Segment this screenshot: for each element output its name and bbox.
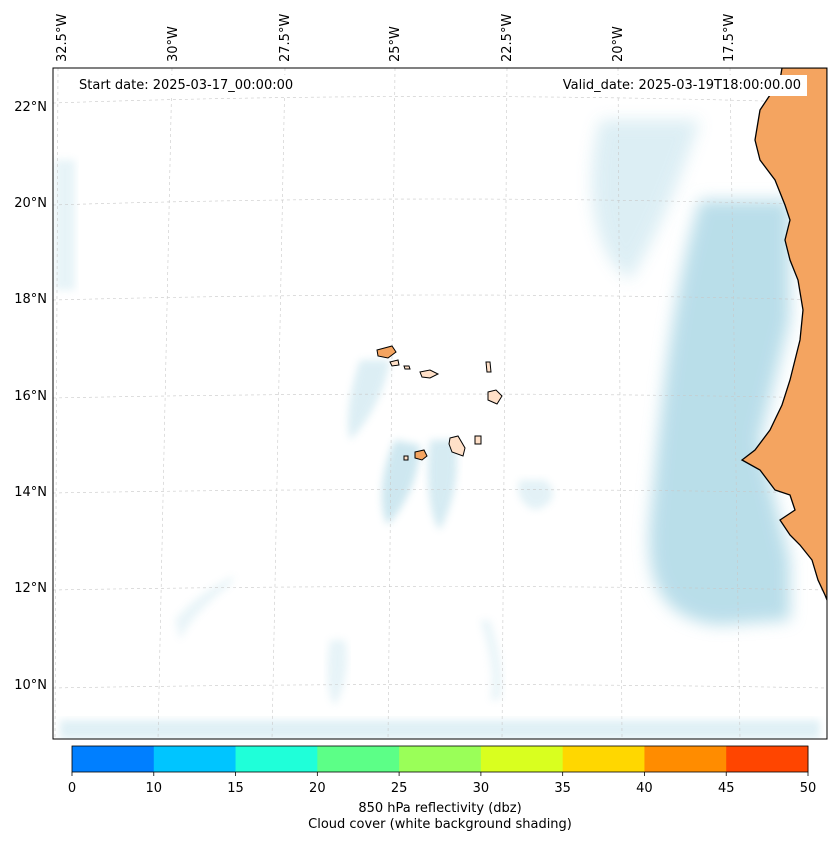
colorbar-segment xyxy=(562,746,645,772)
island-fogo xyxy=(414,449,428,461)
map-area xyxy=(53,68,827,739)
colorbar-frame xyxy=(71,745,809,773)
colorbar-segment xyxy=(726,746,809,772)
lat-label: 20°N xyxy=(14,196,47,211)
colorbar-segment xyxy=(72,746,155,772)
colorbar-segment xyxy=(399,746,482,772)
cloud-cover-shading xyxy=(55,120,820,739)
colorbar-segment xyxy=(317,746,400,772)
cape-verde-islands xyxy=(376,345,503,461)
africa-land xyxy=(740,68,827,601)
colorbar-tick-label: 35 xyxy=(554,781,571,796)
lat-label: 10°N xyxy=(14,678,47,693)
colorbar-tick-label: 20 xyxy=(309,781,326,796)
start-date-label: Start date: 2025-03-17_00:00:00 xyxy=(73,75,300,96)
map-gridlines xyxy=(53,68,827,739)
lat-label: 14°N xyxy=(14,485,47,500)
colorbar-title: 850 hPa reflectivity (dbz) xyxy=(358,801,522,816)
colorbar-segment xyxy=(235,746,318,772)
island-maio xyxy=(474,435,482,445)
colorbar-subtitle: Cloud cover (white background shading) xyxy=(308,817,572,832)
colorbar-tick-label: 25 xyxy=(391,781,408,796)
reflectivity-colorbar: 0 10 15 20 25 30 35 40 45 50 xyxy=(68,745,817,796)
lon-label: 22.5°W xyxy=(500,14,515,62)
island-brava xyxy=(403,455,409,461)
latitude-labels: 22°N 20°N 18°N 16°N 14°N 12°N 10°N xyxy=(14,100,47,693)
colorbar-tick-label: 50 xyxy=(800,781,817,796)
colorbar-tick-label: 0 xyxy=(68,781,76,796)
island-boa-vista xyxy=(487,389,503,405)
map-frame xyxy=(52,67,828,740)
lon-label: 30°W xyxy=(166,26,181,62)
lat-label: 18°N xyxy=(14,292,47,307)
lon-label: 32.5°W xyxy=(55,14,70,62)
colorbar-segment xyxy=(644,746,727,772)
lat-label: 22°N xyxy=(14,100,47,115)
colorbar-segment xyxy=(153,746,237,772)
island-sao-vicente xyxy=(389,359,400,367)
colorbar-tick-label: 40 xyxy=(636,781,653,796)
lon-label: 20°W xyxy=(611,26,626,62)
colorbar-tick-label: 45 xyxy=(718,781,735,796)
colorbar-tick-label: 15 xyxy=(227,781,244,796)
colorbar-tick-label: 30 xyxy=(473,781,490,796)
valid-date-label: Valid_date: 2025-03-19T18:00:00.00 xyxy=(556,75,807,96)
lon-label: 17.5°W xyxy=(722,14,737,62)
lat-label: 12°N xyxy=(14,581,47,596)
island-santo-antao xyxy=(376,345,397,359)
lon-label: 25°W xyxy=(388,26,403,62)
island-sal xyxy=(485,361,492,373)
island-sao-nicolau xyxy=(419,369,440,379)
lon-label: 27.5°W xyxy=(278,14,293,62)
colorbar-segment xyxy=(480,746,564,772)
colorbar-tick-label: 10 xyxy=(146,781,163,796)
lat-label: 16°N xyxy=(14,389,47,404)
island-santa-luzia xyxy=(403,365,411,370)
longitude-labels: 32.5°W 30°W 27.5°W 25°W 22.5°W 20°W 17.5… xyxy=(55,14,737,62)
island-santiago xyxy=(448,435,466,457)
